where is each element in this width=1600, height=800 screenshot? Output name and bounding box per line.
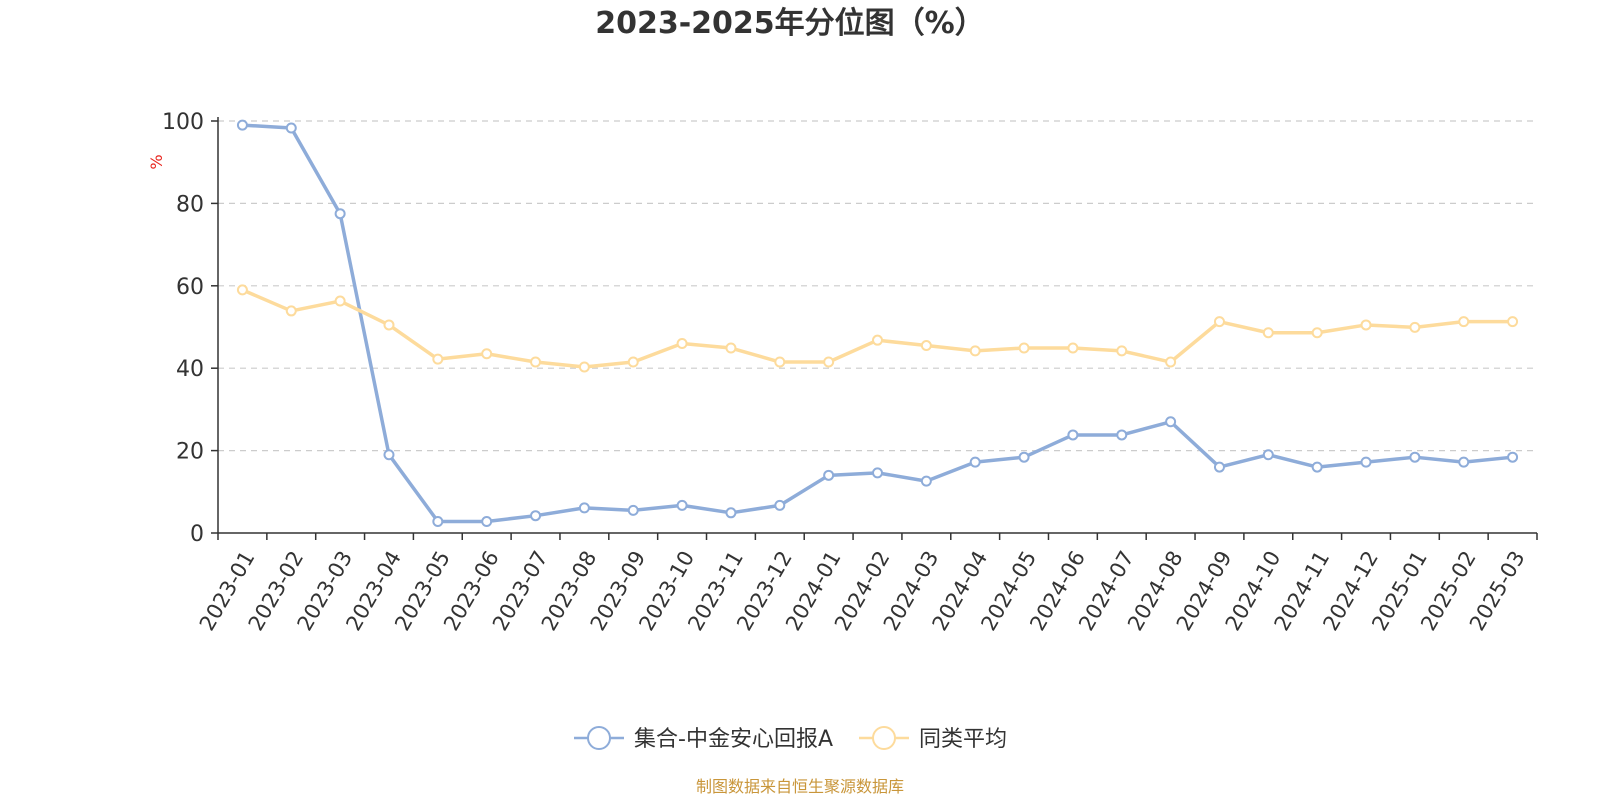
- y-tick-label: 40: [176, 357, 204, 382]
- data-point: [334, 295, 346, 307]
- data-point: [1067, 429, 1079, 441]
- data-point: [1116, 429, 1128, 441]
- data-point: [578, 361, 590, 373]
- legend-circle-icon: [872, 726, 896, 750]
- y-axis-unit-label: %: [147, 154, 166, 169]
- data-point: [676, 337, 688, 349]
- data-point: [725, 507, 737, 519]
- legend-item-1[interactable]: 集合-中金安心回报A: [574, 726, 833, 752]
- data-point: [1018, 451, 1030, 463]
- data-point: [383, 319, 395, 331]
- data-point: [774, 356, 786, 368]
- y-tick-label: 20: [176, 440, 204, 465]
- chart-title: 2023-2025年分位图（%）: [595, 6, 985, 41]
- data-point: [481, 348, 493, 360]
- data-point: [1458, 316, 1470, 328]
- y-axis: 0 20 40 60 80 100: [162, 110, 219, 547]
- data-point: [1458, 456, 1470, 468]
- data-point: [1360, 456, 1372, 468]
- data-point: [872, 334, 883, 346]
- data-point: [1165, 416, 1177, 428]
- data-point: [432, 353, 444, 365]
- legend-circle-icon: [587, 726, 611, 750]
- legend-item-2[interactable]: 同类平均: [859, 726, 1007, 752]
- series-group: [236, 119, 1519, 527]
- data-point: [920, 475, 932, 487]
- data-point: [823, 356, 835, 368]
- data-point: [481, 515, 493, 527]
- y-tick-label: 100: [162, 110, 204, 135]
- y-tick-label: 0: [190, 522, 204, 547]
- data-point: [627, 356, 639, 368]
- data-point: [1165, 356, 1177, 368]
- data-point: [1213, 461, 1225, 473]
- data-point: [432, 515, 444, 527]
- data-point: [627, 504, 639, 516]
- x-axis: 2023-012023-022023-032023-042023-052023-…: [195, 532, 1538, 635]
- data-point: [334, 208, 346, 220]
- data-point: [1507, 451, 1519, 463]
- data-point: [1116, 345, 1128, 357]
- data-point: [1018, 342, 1030, 354]
- data-point: [578, 502, 590, 514]
- data-point: [774, 499, 786, 511]
- series-1: [236, 119, 1519, 527]
- legend-label: 同类平均: [919, 727, 1007, 752]
- y-tick-label: 60: [176, 275, 204, 300]
- data-point: [1067, 342, 1079, 354]
- data-point: [920, 340, 932, 352]
- data-point: [725, 342, 737, 354]
- data-point: [1213, 316, 1225, 328]
- data-point: [1507, 316, 1519, 328]
- data-point: [1262, 449, 1274, 461]
- data-point: [530, 510, 542, 522]
- data-source-note: 制图数据来自恒生聚源数据库: [696, 777, 904, 796]
- data-point: [236, 119, 248, 131]
- data-point: [969, 456, 981, 468]
- data-point: [1360, 319, 1372, 331]
- data-point: [383, 449, 395, 461]
- data-point: [823, 469, 835, 481]
- data-point: [1409, 321, 1421, 333]
- legend[interactable]: 集合-中金安心回报A 同类平均: [574, 726, 1007, 752]
- gridlines: [218, 120, 1537, 452]
- series-line: [241, 288, 1513, 369]
- data-point: [676, 499, 688, 511]
- data-point: [236, 284, 248, 296]
- data-point: [1311, 327, 1323, 339]
- series-2: [236, 284, 1519, 373]
- data-point: [1409, 451, 1421, 463]
- series-line: [242, 123, 1513, 524]
- data-point: [285, 122, 297, 134]
- data-point: [872, 467, 883, 479]
- data-point: [530, 356, 542, 368]
- data-point: [969, 345, 981, 357]
- data-point: [1311, 461, 1323, 473]
- y-tick-label: 80: [176, 192, 204, 217]
- data-point: [1262, 327, 1274, 339]
- data-point: [285, 305, 297, 317]
- legend-label: 集合-中金安心回报A: [634, 727, 833, 752]
